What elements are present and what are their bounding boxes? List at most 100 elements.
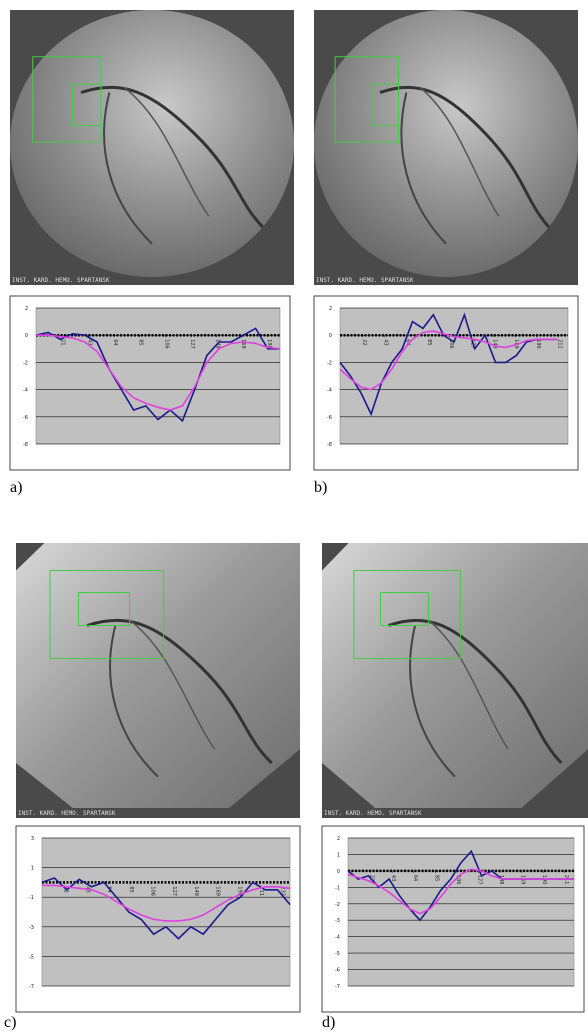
angiogram — [322, 543, 588, 808]
roi-box — [380, 592, 429, 626]
angio-fill — [16, 543, 300, 808]
x-tick-label: 106 — [163, 339, 169, 349]
x-tick-label: 127 — [171, 886, 177, 896]
vessel — [379, 85, 553, 232]
y-tick-label: -8 — [23, 442, 28, 448]
angiogram — [16, 543, 300, 808]
plot-area — [35, 307, 281, 445]
angiogram — [10, 10, 294, 277]
series-line — [339, 330, 558, 391]
panel-label: a) — [10, 479, 22, 496]
plot-area — [41, 837, 291, 987]
x-tick-label: 64 — [404, 339, 410, 345]
y-tick-label: -6 — [23, 415, 28, 421]
angiogram — [314, 10, 578, 277]
x-tick-label: 148 — [498, 875, 504, 885]
y-tick-label: -3 — [335, 918, 340, 924]
y-tick-label: -7 — [335, 984, 340, 990]
series-line — [347, 868, 574, 915]
x-tick-label: 64 — [112, 339, 118, 345]
y-tick-label: -3 — [29, 925, 34, 931]
x-tick-label: 43 — [383, 339, 389, 345]
x-tick-label: 106 — [150, 886, 156, 896]
x-tick-label: 190 — [266, 339, 272, 349]
y-tick-label: 2 — [25, 306, 28, 312]
y-tick-label: -7 — [29, 984, 34, 990]
x-tick-label: 211 — [258, 886, 264, 896]
roi-box — [71, 83, 102, 126]
y-tick-label: -4 — [335, 935, 340, 941]
vessel — [409, 625, 456, 778]
y-tick-label: -1 — [29, 895, 34, 901]
y-tick-label: -8 — [327, 442, 332, 448]
x-tick-label: 64 — [412, 875, 418, 881]
series-line — [35, 327, 280, 423]
y-tick-label: -2 — [335, 902, 340, 908]
x-tick-label: 85 — [138, 339, 144, 345]
y-tick-label: -4 — [23, 388, 28, 394]
angio-fill — [10, 10, 294, 277]
series-line — [339, 312, 558, 417]
vessel — [129, 619, 216, 750]
y-tick-label: -6 — [335, 968, 340, 974]
panel-label: c) — [4, 1014, 16, 1031]
x-tick-label: 85 — [426, 339, 432, 345]
y-tick-label: 1 — [31, 866, 34, 872]
panel-label: b) — [314, 479, 327, 496]
x-tick-label: 169 — [240, 339, 246, 349]
y-tick-label: -2 — [327, 360, 332, 366]
y-tick-label: -1 — [335, 885, 340, 891]
x-tick-label: 106 — [455, 875, 461, 885]
vessel — [80, 85, 267, 232]
y-tick-label: 2 — [329, 306, 332, 312]
y-tick-label: 0 — [337, 869, 340, 875]
series-line — [42, 884, 291, 922]
vessel — [123, 86, 210, 217]
roi-box — [49, 570, 165, 659]
y-tick-label: -6 — [327, 415, 332, 421]
vessel — [427, 619, 509, 750]
x-tick-label: 21 — [60, 339, 66, 345]
x-tick-label: 85 — [128, 886, 134, 892]
y-tick-label: -5 — [335, 951, 340, 957]
x-tick-label: 169 — [215, 886, 221, 896]
angio-fill — [314, 10, 578, 277]
vessel — [103, 92, 153, 245]
x-tick-label: 211 — [557, 339, 563, 349]
plot-area — [347, 837, 575, 987]
x-tick-label: 232 — [280, 886, 286, 896]
y-tick-label: 1 — [337, 852, 340, 858]
x-tick-label: 127 — [476, 875, 482, 885]
watermark: INST. KARD. HEMO. SPARTANSK — [316, 277, 414, 284]
roi-box — [371, 83, 399, 126]
y-tick-label: 2 — [337, 836, 340, 842]
x-tick-label: 43 — [86, 339, 92, 345]
watermark: INST. KARD. HEMO. SPARTANSK — [324, 810, 422, 817]
watermark: INST. KARD. HEMO. SPARTANSK — [18, 810, 116, 817]
vessel — [109, 625, 159, 778]
y-tick-label: 3 — [31, 836, 34, 842]
x-tick-label: 190 — [535, 339, 541, 349]
panel-label: d) — [322, 1014, 335, 1031]
plot-area — [339, 307, 569, 445]
x-tick-label: 22 — [361, 339, 367, 345]
y-tick-label: -5 — [29, 954, 34, 960]
y-tick-label: -2 — [23, 360, 28, 366]
y-tick-label: -4 — [327, 388, 332, 394]
x-tick-label: 85 — [433, 875, 439, 881]
x-tick-label: 43 — [390, 875, 396, 881]
y-tick-label: 0 — [329, 333, 332, 339]
angio-fill — [322, 543, 588, 808]
watermark: INST. KARD. HEMO. SPARTANSK — [12, 277, 110, 284]
x-tick-label: 127 — [189, 339, 195, 349]
series-line — [41, 877, 291, 940]
x-tick-label: 148 — [193, 886, 199, 896]
roi-box — [77, 592, 131, 626]
vessel — [388, 618, 563, 765]
vessel — [400, 92, 447, 245]
y-tick-label: 0 — [25, 333, 28, 339]
vessel — [86, 618, 273, 765]
vessel — [419, 86, 500, 217]
x-tick-label: 148 — [491, 339, 497, 349]
